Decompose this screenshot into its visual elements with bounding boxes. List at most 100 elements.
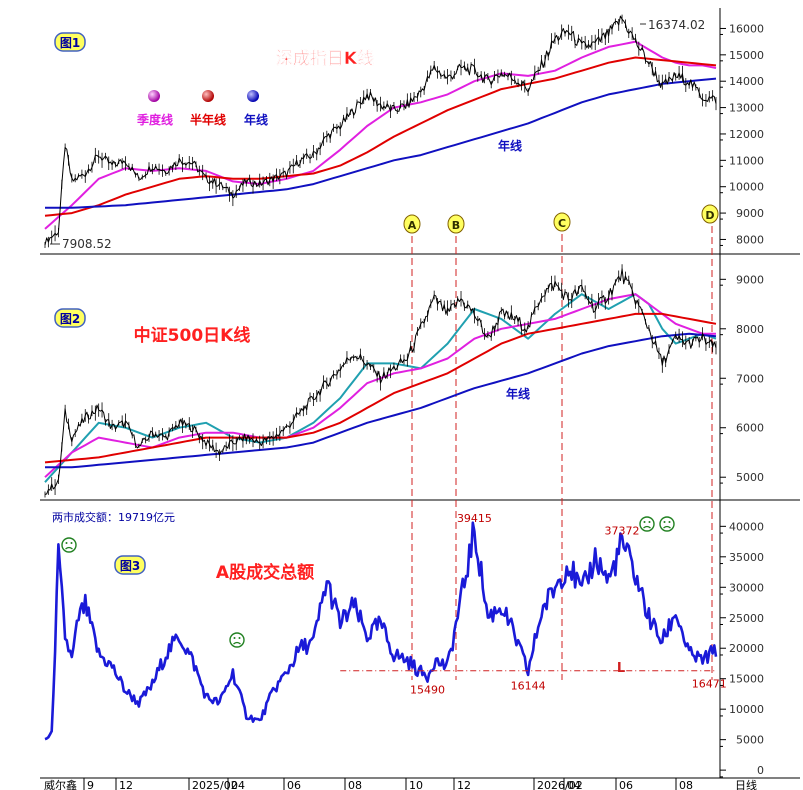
y-tick-label: 14000 <box>729 75 764 88</box>
panel1-high-label: 16374.02 <box>648 18 705 32</box>
frown-mouth <box>65 546 73 550</box>
frown-eye <box>663 521 666 523</box>
panel3-badge: 图3 <box>114 555 146 575</box>
series-line-1-2 <box>44 312 717 464</box>
frown-face-outline <box>639 516 655 532</box>
panel1-badge-text: 图1 <box>60 36 80 50</box>
y-tick-label: 5000 <box>736 734 764 747</box>
y-tick-label: 10000 <box>729 181 764 194</box>
y-tick-label: 25000 <box>729 612 764 625</box>
ball-blue-icon <box>247 90 259 102</box>
x-tick-label: 12 <box>119 779 133 790</box>
panel2-badge: 图2 <box>54 308 86 328</box>
y-tick-label: 6000 <box>736 422 764 435</box>
y-tick-label: 15000 <box>729 673 764 686</box>
frown-face-icon <box>659 516 675 532</box>
y-tick-label: 0 <box>757 764 764 777</box>
y-tick-label: 35000 <box>729 551 764 564</box>
x-tick-label: 06 <box>619 779 633 790</box>
y-tick-label: 40000 <box>729 520 764 533</box>
guide-lines <box>411 226 713 680</box>
frown-face-icon <box>61 537 77 553</box>
ball-magenta-icon <box>148 90 160 102</box>
y-tick-label: 15000 <box>729 49 764 62</box>
series-line-0-3 <box>44 15 717 246</box>
x-tick-label: 06 <box>287 779 301 790</box>
y-tick-label: 8000 <box>736 323 764 336</box>
svg-text:A: A <box>408 219 417 232</box>
x-tick-label: 2025/02 <box>192 779 238 790</box>
frown-eye <box>233 637 236 639</box>
y-tick-label: 9000 <box>736 207 764 220</box>
frown-mouth <box>233 641 241 645</box>
panel1-plot <box>44 14 717 248</box>
frown-face-icon <box>639 516 655 532</box>
y-tick-label: 9000 <box>736 273 764 286</box>
x-tick-label: 威尔鑫 <box>44 778 77 790</box>
panel2-year-line-label: 年线 <box>506 386 530 401</box>
y-tick-label: 5000 <box>736 471 764 484</box>
y-tick-label: 8000 <box>736 233 764 246</box>
x-tick-label: 9 <box>87 779 94 790</box>
series-line-0-1 <box>44 56 717 217</box>
series-line-2-0 <box>44 521 718 741</box>
frown-eye <box>65 542 68 544</box>
x-tick-label: 12 <box>457 779 471 790</box>
x-tick-label: 日线 <box>735 778 757 790</box>
series-line-0-0 <box>44 40 717 230</box>
y-tick-label: 30000 <box>729 581 764 594</box>
panel3-title: A股成交总额 <box>216 562 314 583</box>
marker-A: A <box>403 214 421 234</box>
marker-C: C <box>553 212 571 232</box>
ball-red-icon <box>202 90 214 102</box>
x-tick-label: 04 <box>231 779 245 790</box>
panel2-title: 中证500日K线 <box>134 325 251 346</box>
panel1-title: 深成指日K线 <box>276 48 374 69</box>
frown-face-outline <box>61 537 77 553</box>
frown-eye <box>70 542 73 544</box>
y-tick-label: 10000 <box>729 703 764 716</box>
frown-face-outline <box>229 632 245 648</box>
y-tick-label: 12000 <box>729 128 764 141</box>
frown-eye <box>643 521 646 523</box>
y-axes: 8000 9000 10000 11000 12000 13000 14000 15000 16… <box>720 22 764 778</box>
panel1-low-label: 7908.52 <box>62 237 112 251</box>
svg-text:C: C <box>558 217 566 230</box>
svg-text:B: B <box>452 219 460 232</box>
panel1-year-line-label: 年线 <box>498 138 522 153</box>
marker-D: D <box>701 204 719 224</box>
legend-quarter: 季度线 <box>136 112 173 127</box>
volume-annotation-0: 39415 <box>457 512 492 525</box>
y-tick-label: 13000 <box>729 102 764 115</box>
volume-annotation-1: 15490 <box>410 684 445 697</box>
x-tick-label: 08 <box>679 779 693 790</box>
panel2-badge-text: 图2 <box>60 312 80 326</box>
frown-eye <box>238 637 241 639</box>
x-tick-label: 2026/02 <box>537 779 583 790</box>
frown-eye <box>648 521 651 523</box>
y-tick-label: 20000 <box>729 642 764 655</box>
frown-faces <box>61 516 675 648</box>
frown-face-outline <box>659 516 675 532</box>
volume-annotation-2: 16144 <box>511 680 546 693</box>
legend-half: 半年线 <box>190 112 226 127</box>
series-line-0-2 <box>45 77 717 209</box>
frown-face-icon <box>229 632 245 648</box>
frown-mouth <box>663 525 671 529</box>
y-tick-label: 7000 <box>736 372 764 385</box>
panel3-plot <box>44 521 718 741</box>
chart-frame <box>40 8 800 779</box>
series-line-1-3 <box>45 332 717 469</box>
x-tick-label: 10 <box>409 779 423 790</box>
svg-text:D: D <box>705 209 714 222</box>
legend-year: 年线 <box>244 112 268 127</box>
x-tick-label: 08 <box>348 779 362 790</box>
volume-annotation-3: 37372 <box>605 524 640 537</box>
panel3-level-label: L <box>617 661 625 676</box>
marker-B: B <box>447 214 465 234</box>
x-tick-label: 04 <box>567 779 581 790</box>
panel3-badge-text: 图3 <box>120 559 140 573</box>
frown-mouth <box>643 525 651 529</box>
